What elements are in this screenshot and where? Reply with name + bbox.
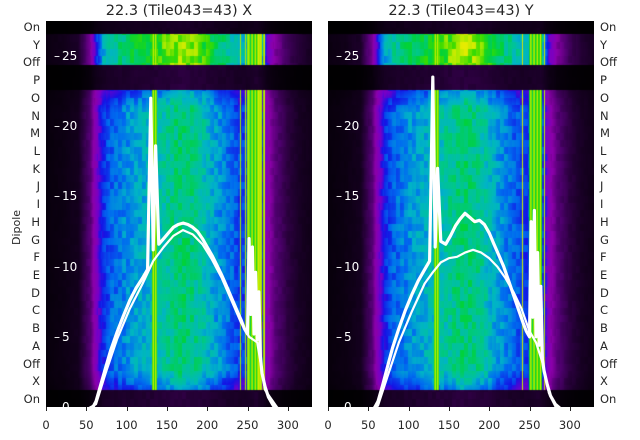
category-tick-right-1: Y [600, 37, 608, 52]
category-tick-left-13: F [33, 250, 40, 265]
category-tick-right-12: G [600, 232, 609, 247]
category-tick-left-21: On [23, 392, 40, 406]
category-tick-left-15: D [31, 285, 40, 300]
category-tick-right-3: P [600, 73, 607, 88]
category-tick-right-15: D [600, 285, 609, 300]
heatmap-image-y [328, 21, 594, 407]
category-tick-left-11: H [31, 214, 40, 229]
x-tick-mark-y-50 [368, 407, 370, 411]
y-numeric-tick-x-0: –0 [54, 400, 70, 414]
category-tick-left-7: L [33, 144, 40, 158]
x-tick-label-y-150: 150 [437, 418, 460, 432]
category-tick-left-5: N [31, 108, 40, 123]
category-tick-right-4: O [600, 90, 610, 105]
x-tick-mark-x-50 [86, 407, 88, 411]
x-tick-label-y-50: 50 [360, 418, 376, 432]
category-tick-right-11: H [600, 214, 609, 229]
x-tick-label-x-50: 50 [78, 418, 94, 432]
y-numeric-tick-y-15: –15 [336, 189, 360, 204]
category-tick-right-20: X [600, 374, 608, 389]
category-axis-right: On Y Off P O N M L K J I H G F E D C B A Off X On [596, 21, 640, 407]
category-tick-right-13: F [600, 250, 607, 265]
category-tick-left-19: Off [23, 356, 40, 371]
x-tick-label-x-0: 0 [42, 418, 50, 432]
category-tick-left-10: I [36, 197, 40, 212]
category-tick-left-2: Off [23, 55, 40, 70]
x-axis-left: 0 50 100 150 200 250 300 [42, 407, 312, 437]
x-tick-mark-y-0 [328, 407, 329, 411]
category-tick-right-21: On [600, 392, 617, 406]
x-tick-label-x-200: 200 [196, 418, 219, 432]
heatmap-panel-y[interactable] [328, 21, 594, 407]
y-numeric-tick-x-15: –15 [54, 189, 78, 204]
category-tick-right-8: K [600, 161, 608, 176]
category-tick-left-0: On [23, 20, 40, 34]
category-tick-left-12: G [31, 232, 40, 247]
category-tick-left-3: P [33, 73, 40, 88]
category-tick-right-14: E [600, 268, 608, 282]
category-tick-right-7: L [600, 144, 607, 158]
x-tick-label-x-300: 300 [276, 418, 299, 432]
y-numeric-tick-x-5: –5 [54, 329, 70, 344]
category-tick-left-6: M [30, 126, 40, 141]
category-tick-right-2: Off [600, 55, 617, 70]
panel-title-y: 22.3 (Tile043=43) Y [388, 3, 534, 19]
heatmap-panel-x[interactable] [46, 21, 312, 407]
category-tick-right-6: M [600, 126, 610, 141]
x-tick-mark-y-200 [489, 407, 491, 411]
category-tick-left-9: J [36, 179, 40, 194]
category-tick-right-19: Off [600, 356, 617, 371]
x-tick-mark-y-250 [529, 407, 531, 411]
x-tick-label-y-0: 0 [324, 418, 332, 432]
x-tick-label-y-100: 100 [397, 418, 420, 432]
category-tick-left-16: C [31, 303, 40, 318]
y-numeric-tick-y-25: –25 [336, 49, 360, 64]
category-axis-left: On Y Off P O N M L K J I H G F E D C B A Off X On [0, 21, 44, 407]
x-tick-label-y-250: 250 [518, 418, 541, 432]
category-tick-left-17: B [32, 321, 40, 336]
heatmap-image-x [46, 21, 312, 407]
category-tick-right-18: A [600, 338, 608, 353]
y-numeric-tick-x-20: –20 [54, 119, 78, 134]
x-tick-label-x-100: 100 [115, 418, 138, 432]
y-numeric-tick-x-25: –25 [54, 49, 78, 64]
x-tick-mark-x-150 [166, 407, 168, 411]
x-tick-mark-x-200 [207, 407, 209, 411]
x-tick-mark-y-150 [448, 407, 450, 411]
category-tick-right-17: B [600, 321, 608, 336]
x-tick-label-x-250: 250 [236, 418, 259, 432]
y-numeric-tick-y-20: –20 [336, 119, 360, 134]
y-numeric-tick-y-0: –0 [336, 400, 352, 414]
panel-title-x: 22.3 (Tile043=43) X [105, 3, 253, 19]
category-tick-right-16: C [600, 303, 609, 318]
x-tick-mark-x-300 [287, 407, 289, 411]
x-tick-mark-x-100 [126, 407, 128, 411]
category-tick-left-18: A [32, 338, 40, 353]
x-tick-label-x-150: 150 [155, 418, 178, 432]
category-tick-right-10: I [600, 197, 604, 212]
category-tick-left-20: X [32, 374, 40, 389]
x-tick-mark-x-0 [46, 407, 47, 411]
x-axis-right: 0 50 100 150 200 250 300 [324, 407, 594, 437]
x-tick-label-y-300: 300 [558, 418, 581, 432]
x-tick-mark-y-300 [569, 407, 571, 411]
category-tick-left-4: O [30, 90, 40, 105]
y-numeric-tick-y-5: –5 [336, 329, 352, 344]
x-tick-mark-y-100 [408, 407, 410, 411]
category-tick-left-14: E [32, 268, 40, 282]
category-tick-right-9: J [600, 179, 604, 194]
category-tick-left-8: K [32, 161, 40, 176]
category-tick-right-0: On [600, 20, 617, 34]
x-tick-label-y-200: 200 [478, 418, 501, 432]
y-numeric-tick-y-10: –10 [336, 259, 360, 274]
y-numeric-tick-x-10: –10 [54, 259, 78, 274]
category-tick-left-1: Y [32, 37, 40, 52]
category-tick-right-5: N [600, 108, 609, 123]
x-tick-mark-x-250 [247, 407, 249, 411]
